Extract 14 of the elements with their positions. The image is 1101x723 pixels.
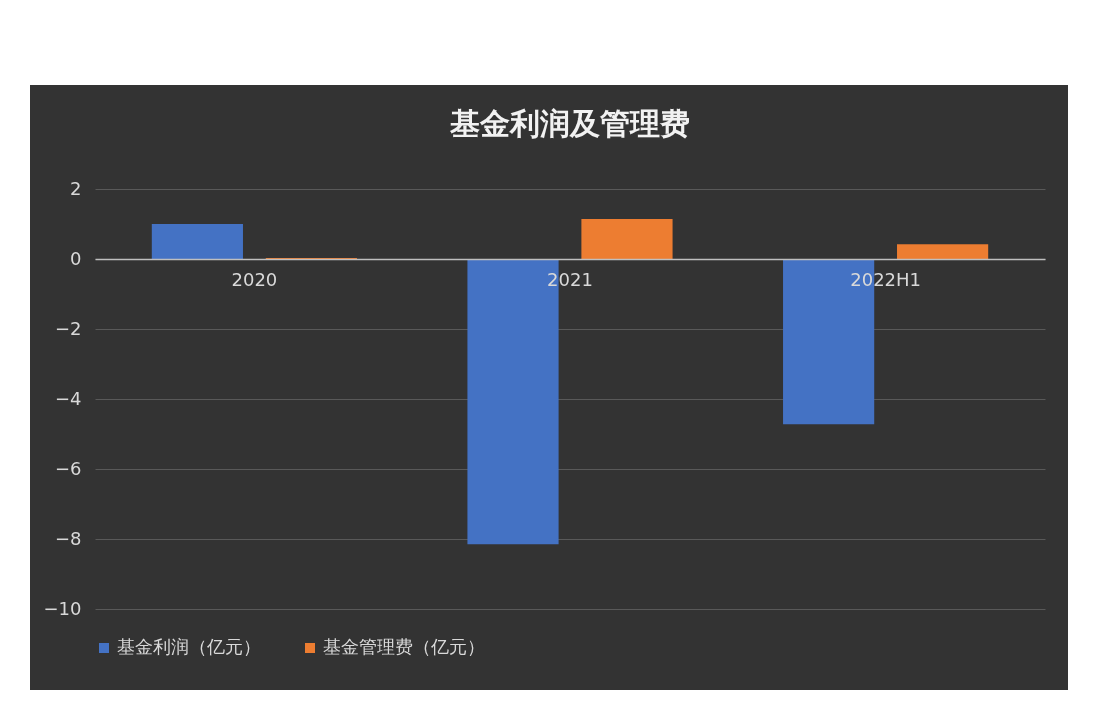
legend-label: 基金管理费（亿元） <box>323 636 485 657</box>
y-tick-label: −6 <box>54 457 82 479</box>
chart-title: 基金利润及管理费 <box>449 106 690 141</box>
y-tick-label: −10 <box>43 597 82 619</box>
y-tick-label: −8 <box>54 527 82 549</box>
x-tick-label: 2020 <box>231 268 278 290</box>
y-tick-label: 0 <box>70 247 82 269</box>
bar <box>897 244 989 259</box>
y-tick-label: −4 <box>54 387 82 409</box>
bar <box>151 224 243 259</box>
legend-label: 基金利润（亿元） <box>117 636 261 657</box>
y-tick-label: −2 <box>54 317 82 339</box>
bar <box>581 219 673 259</box>
y-tick-label: 2 <box>70 177 82 199</box>
